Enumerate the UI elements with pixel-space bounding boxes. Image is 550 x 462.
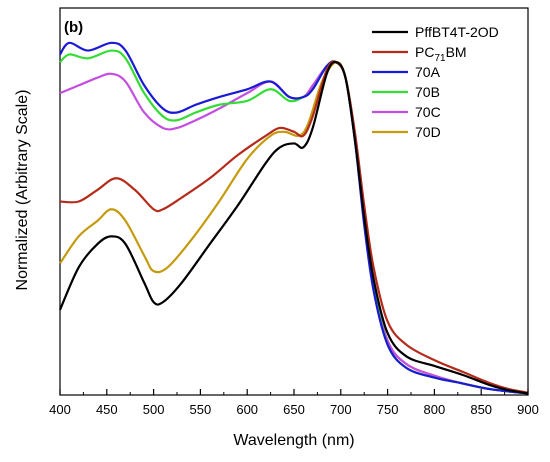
legend-entry: 70C bbox=[372, 104, 441, 120]
x-tick-label: 600 bbox=[236, 402, 258, 417]
x-tick-label: 400 bbox=[49, 402, 71, 417]
series-line-70b bbox=[59, 49, 529, 395]
x-axis-label: Wavelength (nm) bbox=[233, 432, 354, 449]
x-axis: 400 450 500 550 600 650 700 750 800 850 900 bbox=[49, 389, 539, 417]
legend-label: PC71BM bbox=[415, 44, 467, 64]
x-tick-label: 550 bbox=[190, 402, 212, 417]
legend-entry: PffBT4T-2OD bbox=[372, 24, 499, 40]
y-axis-label: Normalized (Arbitrary Scale) bbox=[14, 90, 31, 291]
legend-label: 70D bbox=[415, 124, 441, 140]
legend-label: 70A bbox=[415, 64, 441, 80]
series-line-70d bbox=[59, 61, 529, 395]
legend-entry: 70B bbox=[372, 84, 440, 100]
series-line-pffbt4t-2od bbox=[58, 60, 529, 395]
series-line-pc71bm bbox=[59, 60, 529, 394]
legend-label: 70B bbox=[415, 84, 440, 100]
series-line-70a bbox=[59, 41, 529, 395]
x-tick-label: 750 bbox=[377, 402, 399, 417]
x-tick-label: 900 bbox=[517, 402, 539, 417]
legend-entry: 70A bbox=[372, 64, 441, 80]
legend-entry: PC71BM bbox=[372, 44, 467, 64]
panel-label: (b) bbox=[64, 19, 83, 36]
x-tick-label: 700 bbox=[330, 402, 352, 417]
legend-label: 70C bbox=[415, 104, 441, 120]
series-layer bbox=[58, 41, 529, 395]
x-tick-label: 450 bbox=[96, 402, 118, 417]
legend-entry: 70D bbox=[372, 124, 441, 140]
x-tick-label: 650 bbox=[283, 402, 305, 417]
legend-label: PffBT4T-2OD bbox=[415, 24, 499, 40]
x-tick-label: 850 bbox=[470, 402, 492, 417]
x-tick-label: 800 bbox=[424, 402, 446, 417]
x-tick-label: 500 bbox=[143, 402, 165, 417]
